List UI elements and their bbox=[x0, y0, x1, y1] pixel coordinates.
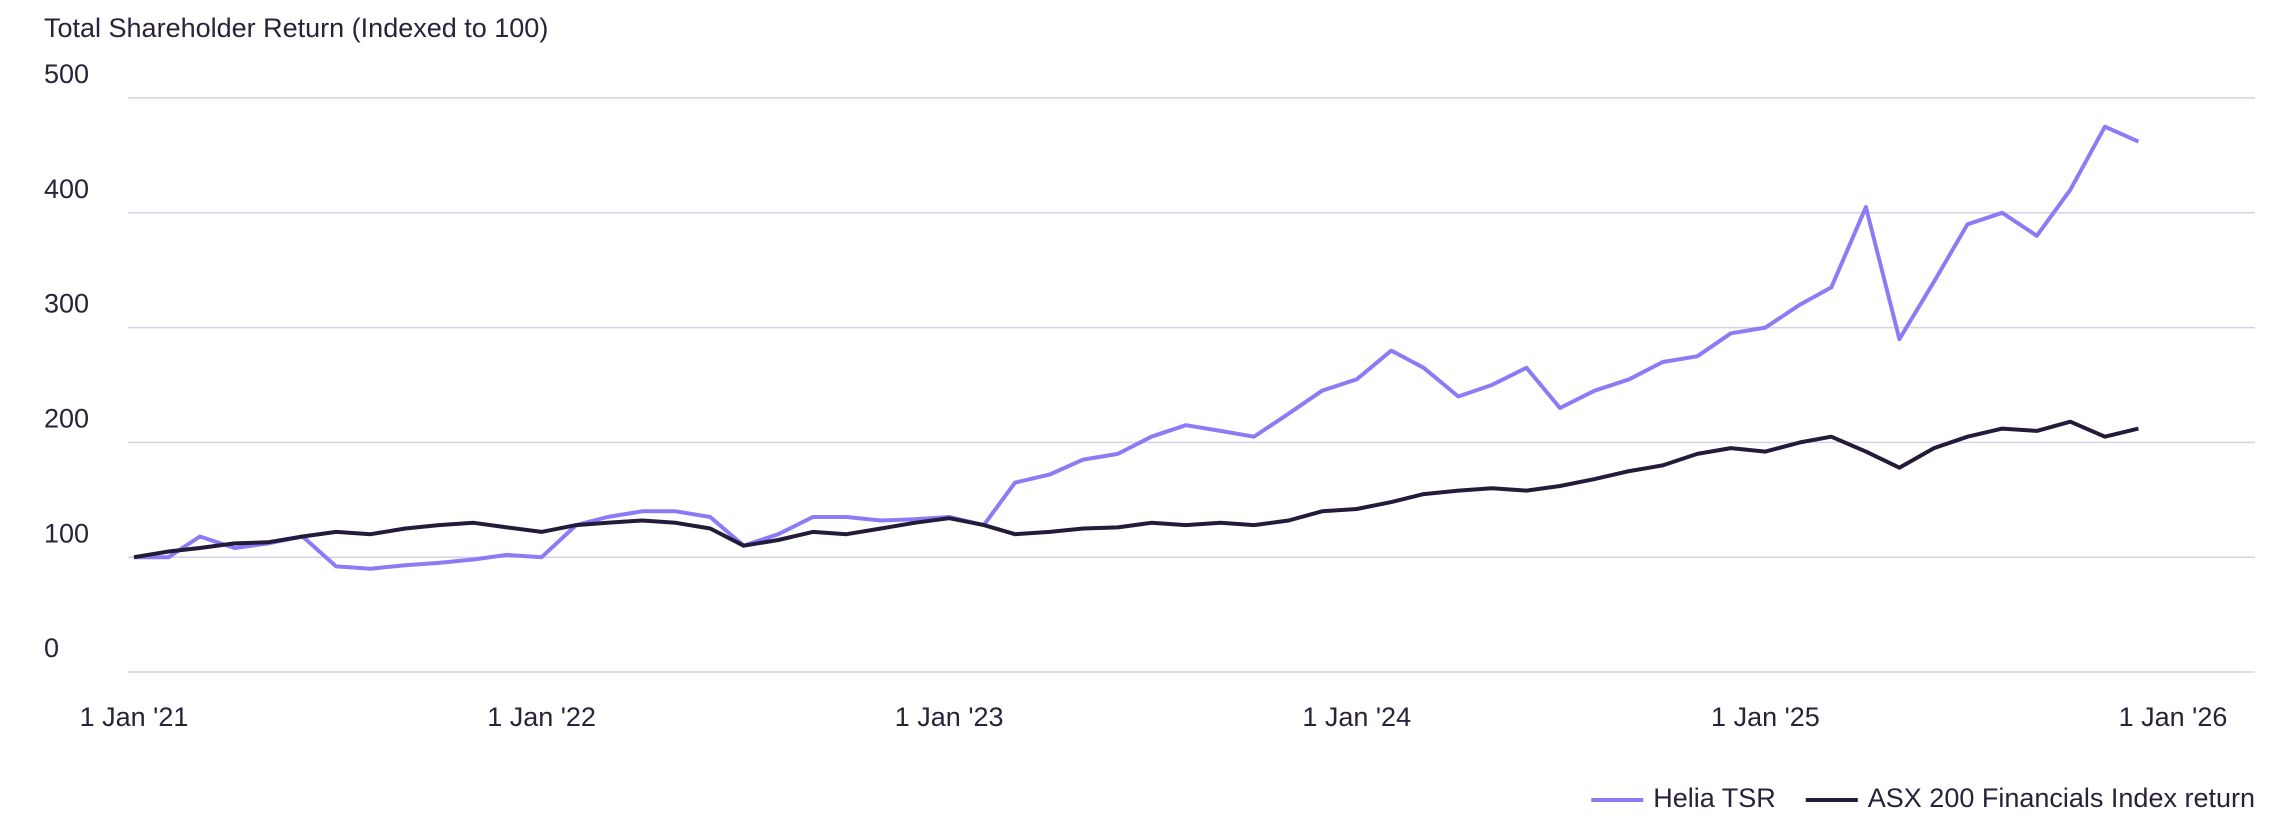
x-tick-label: 1 Jan '26 bbox=[2119, 702, 2228, 732]
series-line bbox=[133, 419, 2139, 560]
x-tick-label: 1 Jan '23 bbox=[895, 702, 1004, 732]
y-tick-label: 500 bbox=[44, 59, 89, 89]
x-tick-label: 1 Jan '22 bbox=[487, 702, 596, 732]
y-tick-label: 300 bbox=[44, 289, 89, 319]
y-tick-label: 200 bbox=[44, 404, 89, 434]
x-tick-label: 1 Jan '25 bbox=[1711, 702, 1820, 732]
legend-label: ASX 200 Financials Index return bbox=[1868, 783, 2255, 813]
y-tick-label: 100 bbox=[44, 518, 89, 548]
chart-title: Total Shareholder Return (Indexed to 100… bbox=[44, 13, 548, 43]
series-line bbox=[134, 124, 2140, 571]
x-tick-label: 1 Jan '24 bbox=[1302, 702, 1411, 732]
y-tick-label: 400 bbox=[44, 174, 89, 204]
legend-label: Helia TSR bbox=[1653, 783, 1776, 813]
y-tick-label: 0 bbox=[44, 633, 59, 663]
x-tick-label: 1 Jan '21 bbox=[80, 702, 189, 732]
